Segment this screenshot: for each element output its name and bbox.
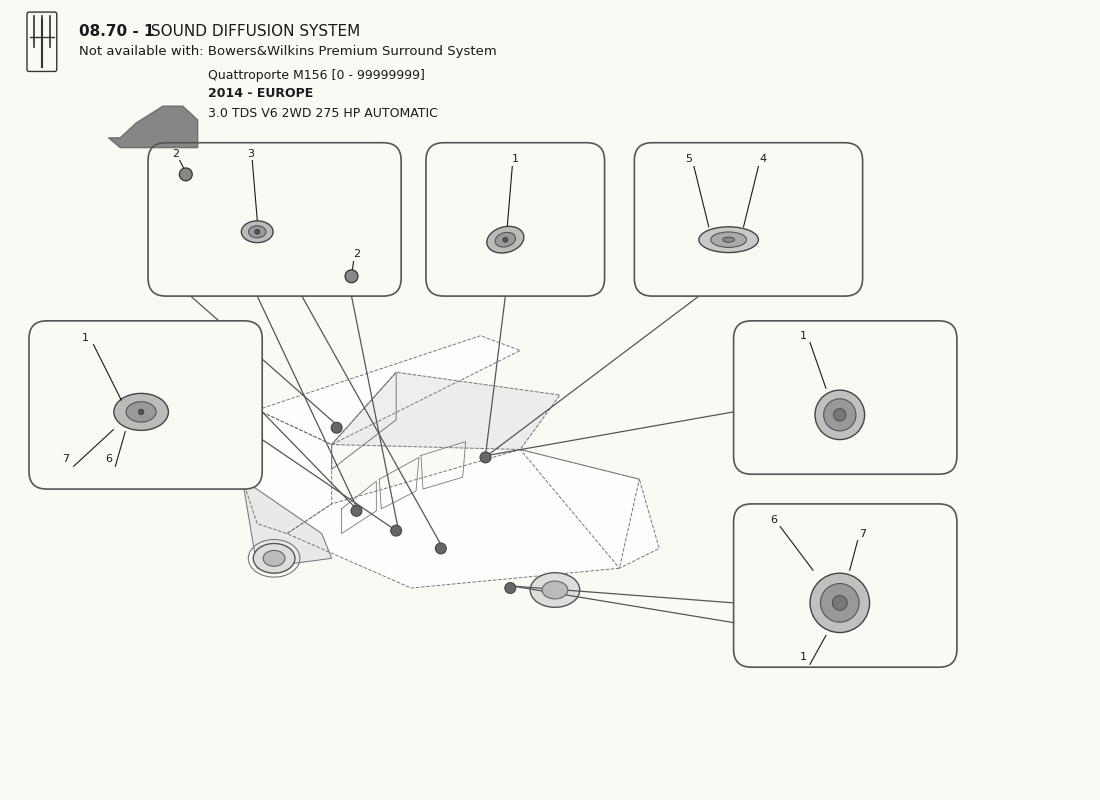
FancyBboxPatch shape [734, 321, 957, 474]
Text: 2: 2 [353, 250, 360, 259]
Text: Quattroporte M156 [0 - 99999999]: Quattroporte M156 [0 - 99999999] [208, 69, 425, 82]
Ellipse shape [711, 232, 747, 247]
Text: 3.0 TDS V6 2WD 275 HP AUTOMATIC: 3.0 TDS V6 2WD 275 HP AUTOMATIC [208, 106, 438, 119]
Text: 1: 1 [800, 330, 806, 341]
Circle shape [824, 398, 856, 431]
Circle shape [821, 583, 859, 622]
FancyBboxPatch shape [148, 142, 402, 296]
Ellipse shape [698, 227, 758, 253]
Polygon shape [242, 479, 332, 568]
Text: 2014 - EUROPE: 2014 - EUROPE [208, 86, 312, 100]
Ellipse shape [249, 226, 266, 238]
Text: 3: 3 [246, 149, 254, 158]
Circle shape [834, 409, 846, 421]
Ellipse shape [241, 221, 273, 242]
Ellipse shape [495, 232, 516, 247]
Circle shape [331, 422, 342, 433]
Circle shape [255, 230, 260, 234]
Circle shape [503, 238, 508, 242]
Circle shape [139, 409, 144, 414]
Circle shape [390, 525, 402, 536]
Text: 08.70 - 1: 08.70 - 1 [78, 24, 154, 39]
Polygon shape [520, 450, 659, 568]
Polygon shape [332, 372, 560, 450]
Circle shape [436, 543, 447, 554]
Text: 1: 1 [82, 333, 89, 342]
Circle shape [833, 595, 847, 610]
Polygon shape [109, 106, 198, 148]
Circle shape [810, 573, 870, 633]
FancyBboxPatch shape [29, 321, 262, 489]
Polygon shape [242, 410, 332, 534]
Text: 5: 5 [685, 154, 692, 165]
Ellipse shape [723, 237, 735, 242]
Circle shape [179, 168, 192, 181]
Text: SOUND DIFFUSION SYSTEM: SOUND DIFFUSION SYSTEM [146, 24, 361, 39]
Text: Not available with: Bowers&Wilkins Premium Surround System: Not available with: Bowers&Wilkins Premi… [78, 45, 496, 58]
Text: 7: 7 [859, 529, 866, 538]
Text: 1: 1 [512, 154, 519, 165]
Circle shape [505, 582, 516, 594]
Text: 1: 1 [800, 652, 806, 662]
Text: 7: 7 [62, 454, 69, 464]
Ellipse shape [487, 226, 524, 253]
FancyBboxPatch shape [635, 142, 862, 296]
Ellipse shape [263, 550, 285, 566]
Ellipse shape [126, 402, 156, 422]
Text: 6: 6 [770, 514, 777, 525]
Ellipse shape [253, 543, 295, 573]
Ellipse shape [542, 581, 568, 599]
Polygon shape [287, 450, 639, 588]
Text: 6: 6 [104, 454, 112, 464]
Ellipse shape [530, 573, 580, 607]
Circle shape [815, 390, 865, 439]
FancyBboxPatch shape [426, 142, 605, 296]
Circle shape [480, 452, 491, 463]
Polygon shape [257, 336, 520, 445]
Circle shape [345, 270, 358, 282]
Circle shape [351, 506, 362, 516]
Text: 4: 4 [760, 154, 767, 165]
FancyBboxPatch shape [734, 504, 957, 667]
Text: 2: 2 [173, 149, 179, 158]
Ellipse shape [113, 394, 168, 430]
